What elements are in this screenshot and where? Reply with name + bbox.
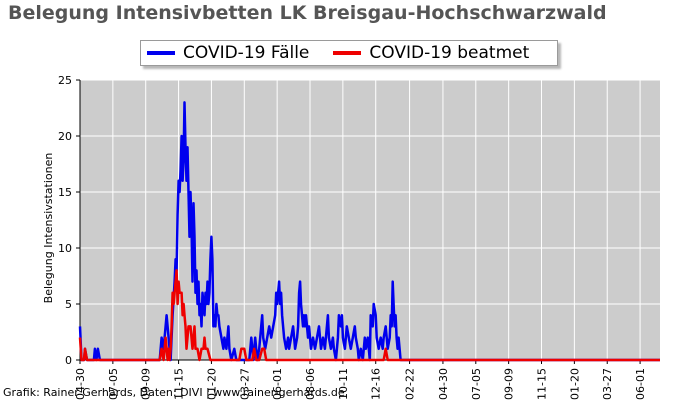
- chart-title: Belegung Intensivbetten LK Breisgau-Hoch…: [8, 2, 607, 24]
- source-footer: Grafik: Rainer Gerhards, Daten: DIVI | w…: [3, 386, 345, 399]
- grid-lines: [79, 79, 660, 360]
- x-tick-label: 04-30: [437, 368, 450, 400]
- y-tick-label: 25: [58, 74, 72, 87]
- x-tick-label: 07-05: [107, 368, 120, 400]
- y-tick-label: 0: [65, 354, 72, 367]
- x-tick-label: 06-01: [634, 368, 647, 400]
- x-tick-label: 09-09: [140, 368, 153, 400]
- legend-label-beatmet: COVID-19 beatmet: [369, 43, 530, 63]
- legend-item-beatmet: COVID-19 beatmet: [333, 43, 529, 63]
- x-tick-label: 08-06: [304, 368, 317, 400]
- x-tick-label: 03-27: [238, 368, 251, 400]
- x-tick-label: 02-22: [404, 368, 417, 400]
- series-line-beatmet: [78, 269, 660, 362]
- x-tick-label: 11-15: [173, 368, 186, 400]
- series-line-faelle: [78, 101, 660, 362]
- series-lines: [78, 101, 660, 362]
- x-tick-label: 07-05: [470, 368, 483, 400]
- y-tick-label: 15: [58, 186, 72, 199]
- x-tick-label: 09-09: [503, 368, 516, 400]
- legend: COVID-19 Fälle COVID-19 beatmet: [140, 40, 558, 66]
- x-tick-label: 06-01: [271, 368, 284, 400]
- x-tick-label: 11-15: [536, 368, 549, 400]
- legend-label-faelle: COVID-19 Fälle: [183, 43, 310, 63]
- legend-swatch-beatmet: [333, 51, 362, 55]
- x-tick-label: 10-11: [337, 368, 350, 400]
- x-tick-label: 04-30: [74, 368, 87, 400]
- x-tick-label: 03-27: [601, 368, 614, 400]
- y-axis-label: Belegung Intensivstationen: [42, 153, 55, 304]
- y-tick-label: 20: [58, 130, 72, 143]
- x-tick-label: 01-20: [205, 368, 218, 400]
- x-tick-label: 12-16: [370, 368, 383, 400]
- y-tick-label: 10: [58, 242, 72, 255]
- legend-item-faelle: COVID-19 Fälle: [147, 43, 309, 63]
- y-tick-label: 5: [65, 298, 72, 311]
- x-tick-label: 01-20: [568, 368, 581, 400]
- legend-swatch-faelle: [147, 51, 175, 55]
